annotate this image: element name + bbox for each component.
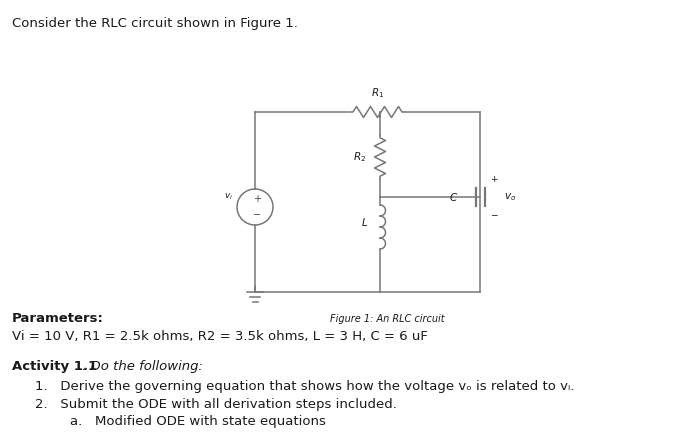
Text: Consider the RLC circuit shown in Figure 1.: Consider the RLC circuit shown in Figure…	[12, 17, 298, 30]
Text: −: −	[490, 210, 498, 220]
Text: $R_2$: $R_2$	[353, 150, 366, 164]
Text: +: +	[490, 175, 498, 183]
Text: Figure 1: An RLC circuit: Figure 1: An RLC circuit	[330, 314, 444, 324]
Text: $v_o$: $v_o$	[504, 191, 516, 203]
Text: $v_i$: $v_i$	[224, 192, 233, 202]
Text: Parameters:: Parameters:	[12, 312, 104, 325]
Text: +: +	[253, 194, 261, 204]
Text: $R_1$: $R_1$	[371, 86, 384, 100]
Text: 1.   Derive the governing equation that shows how the voltage vₒ is related to v: 1. Derive the governing equation that sh…	[35, 380, 575, 393]
Text: $C$: $C$	[449, 191, 458, 203]
Text: 2.   Submit the ODE with all derivation steps included.: 2. Submit the ODE with all derivation st…	[35, 398, 397, 411]
Text: $L$: $L$	[360, 216, 368, 228]
Text: Vi = 10 V, R1 = 2.5k ohms, R2 = 3.5k ohms, L = 3 H, C = 6 uF: Vi = 10 V, R1 = 2.5k ohms, R2 = 3.5k ohm…	[12, 330, 428, 343]
Text: a.   Modified ODE with state equations: a. Modified ODE with state equations	[70, 415, 326, 428]
Text: Activity 1.1: Activity 1.1	[12, 360, 97, 373]
Text: . Do the following:: . Do the following:	[82, 360, 203, 373]
Text: −: −	[253, 210, 261, 220]
